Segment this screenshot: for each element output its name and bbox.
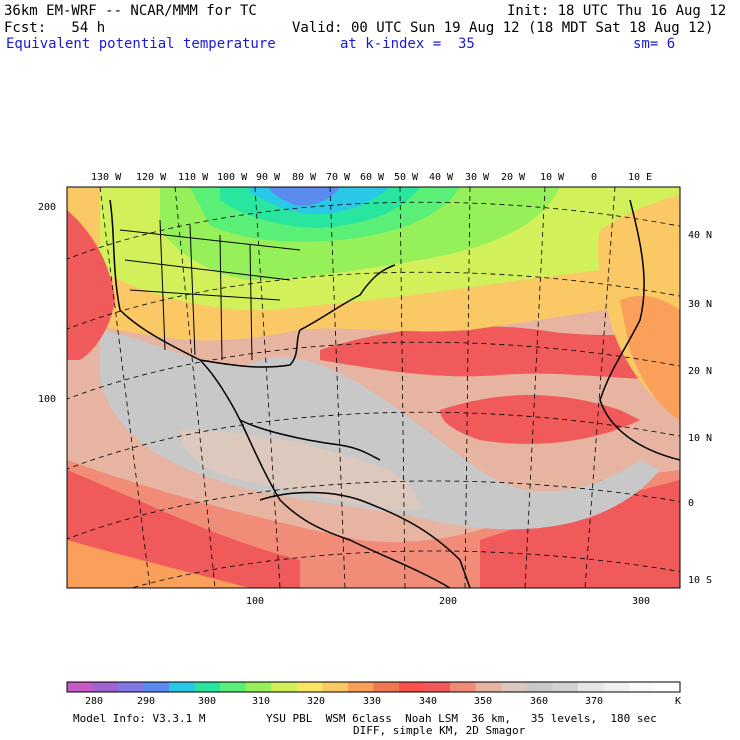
- init-time: Init: 18 UTC Thu 16 Aug 12: [507, 3, 727, 19]
- level-label: at k-index = 35: [340, 36, 475, 52]
- map-frame: [66, 186, 681, 589]
- y-tick-label: 200: [38, 202, 56, 213]
- colorbar-label: 340: [419, 696, 437, 707]
- colorbar-unit: K: [675, 696, 681, 707]
- colorbar-label: 320: [307, 696, 325, 707]
- lon-label: 60 W: [360, 172, 385, 183]
- field-name: Equivalent potential temperature: [6, 36, 276, 52]
- lon-label: 110 W: [178, 172, 209, 183]
- lon-label: 20 W: [501, 172, 526, 183]
- lon-label: 40 W: [429, 172, 454, 183]
- colorbar-swatch: [118, 682, 145, 692]
- colorbar-swatch: [143, 682, 170, 692]
- colorbar-swatch: [92, 682, 119, 692]
- x-tick-label: 100: [246, 596, 264, 607]
- x-tick-label: 200: [439, 596, 457, 607]
- lon-label: 0: [591, 172, 597, 183]
- colorbar-label: 330: [363, 696, 381, 707]
- y-tick-label: 100: [38, 394, 56, 405]
- colorbar-swatch: [245, 682, 272, 692]
- colorbar-swatch: [577, 682, 604, 692]
- lon-label: 130 W: [91, 172, 122, 183]
- colorbar-swatch: [347, 682, 374, 692]
- lon-label: 10 W: [540, 172, 565, 183]
- colorbar-swatch: [450, 682, 477, 692]
- lon-label: 80 W: [292, 172, 317, 183]
- colorbar-label: 350: [474, 696, 492, 707]
- colorbar-swatch: [552, 682, 579, 692]
- colorbar-swatch: [322, 682, 349, 692]
- color-bar: [66, 681, 681, 693]
- colorbar-swatch: [424, 682, 451, 692]
- lat-label: 10 S: [688, 575, 712, 586]
- colorbar-swatch: [67, 682, 94, 692]
- colorbar-swatch: [271, 682, 298, 692]
- lon-label: 30 W: [465, 172, 490, 183]
- lat-label: 20 N: [688, 366, 712, 377]
- colorbar-swatch: [399, 682, 426, 692]
- lat-labels: 40 N 30 N 20 N 10 N 0 10 S: [688, 230, 712, 586]
- colorbar-swatch: [654, 682, 681, 692]
- lon-label: 100 W: [217, 172, 248, 183]
- colorbar-label: 310: [252, 696, 270, 707]
- colorbar-label: 280: [85, 696, 103, 707]
- valid-time: Valid: 00 UTC Sun 19 Aug 12 (18 MDT Sat …: [292, 20, 714, 36]
- lon-label: 120 W: [136, 172, 167, 183]
- model-info: Model Info: V3.3.1 M: [73, 712, 206, 725]
- lat-label: 40 N: [688, 230, 712, 241]
- model-title: 36km EM-WRF -- NCAR/MMM for TC: [4, 3, 257, 19]
- colorbar-swatch: [628, 682, 655, 692]
- physics-info: YSU PBL WSM 6class Noah LSM 36 km, 35 le…: [266, 712, 657, 725]
- lat-label: 10 N: [688, 433, 712, 444]
- colorbar-label: 370: [585, 696, 603, 707]
- colorbar-swatch: [603, 682, 630, 692]
- lon-label: 50 W: [394, 172, 419, 183]
- lon-label: 90 W: [256, 172, 281, 183]
- x-tick-label: 300: [632, 596, 650, 607]
- lon-label: 70 W: [326, 172, 351, 183]
- colorbar-swatch: [194, 682, 221, 692]
- colorbar-label: 300: [198, 696, 216, 707]
- colorbar-swatch: [373, 682, 400, 692]
- lon-labels: 130 W 120 W 110 W 100 W 90 W 80 W 70 W 6…: [91, 172, 652, 183]
- graticule: [67, 187, 680, 588]
- smoothing-label: sm= 6: [633, 36, 676, 52]
- colorbar-label: 360: [530, 696, 548, 707]
- theta-e-field: [67, 187, 680, 588]
- colorbar-swatch: [526, 682, 553, 692]
- colorbar-labels: 280 290 300 310 320 330 340 350 360 370 …: [85, 696, 681, 707]
- colorbar-label: 290: [137, 696, 155, 707]
- colorbar-swatch: [296, 682, 323, 692]
- lat-label: 0: [688, 498, 694, 509]
- colorbar-swatch: [475, 682, 502, 692]
- lat-label: 30 N: [688, 299, 712, 310]
- forecast-hour: Fcst: 54 h: [4, 20, 106, 36]
- state-boundaries: [119, 219, 301, 361]
- diffusion-info: DIFF, simple KM, 2D Smagor: [353, 724, 526, 737]
- colorbar-swatch: [501, 682, 528, 692]
- colorbar-swatch: [169, 682, 196, 692]
- colorbar-swatch: [220, 682, 247, 692]
- colorbar-frame: [66, 681, 681, 693]
- lon-label: 10 E: [628, 172, 652, 183]
